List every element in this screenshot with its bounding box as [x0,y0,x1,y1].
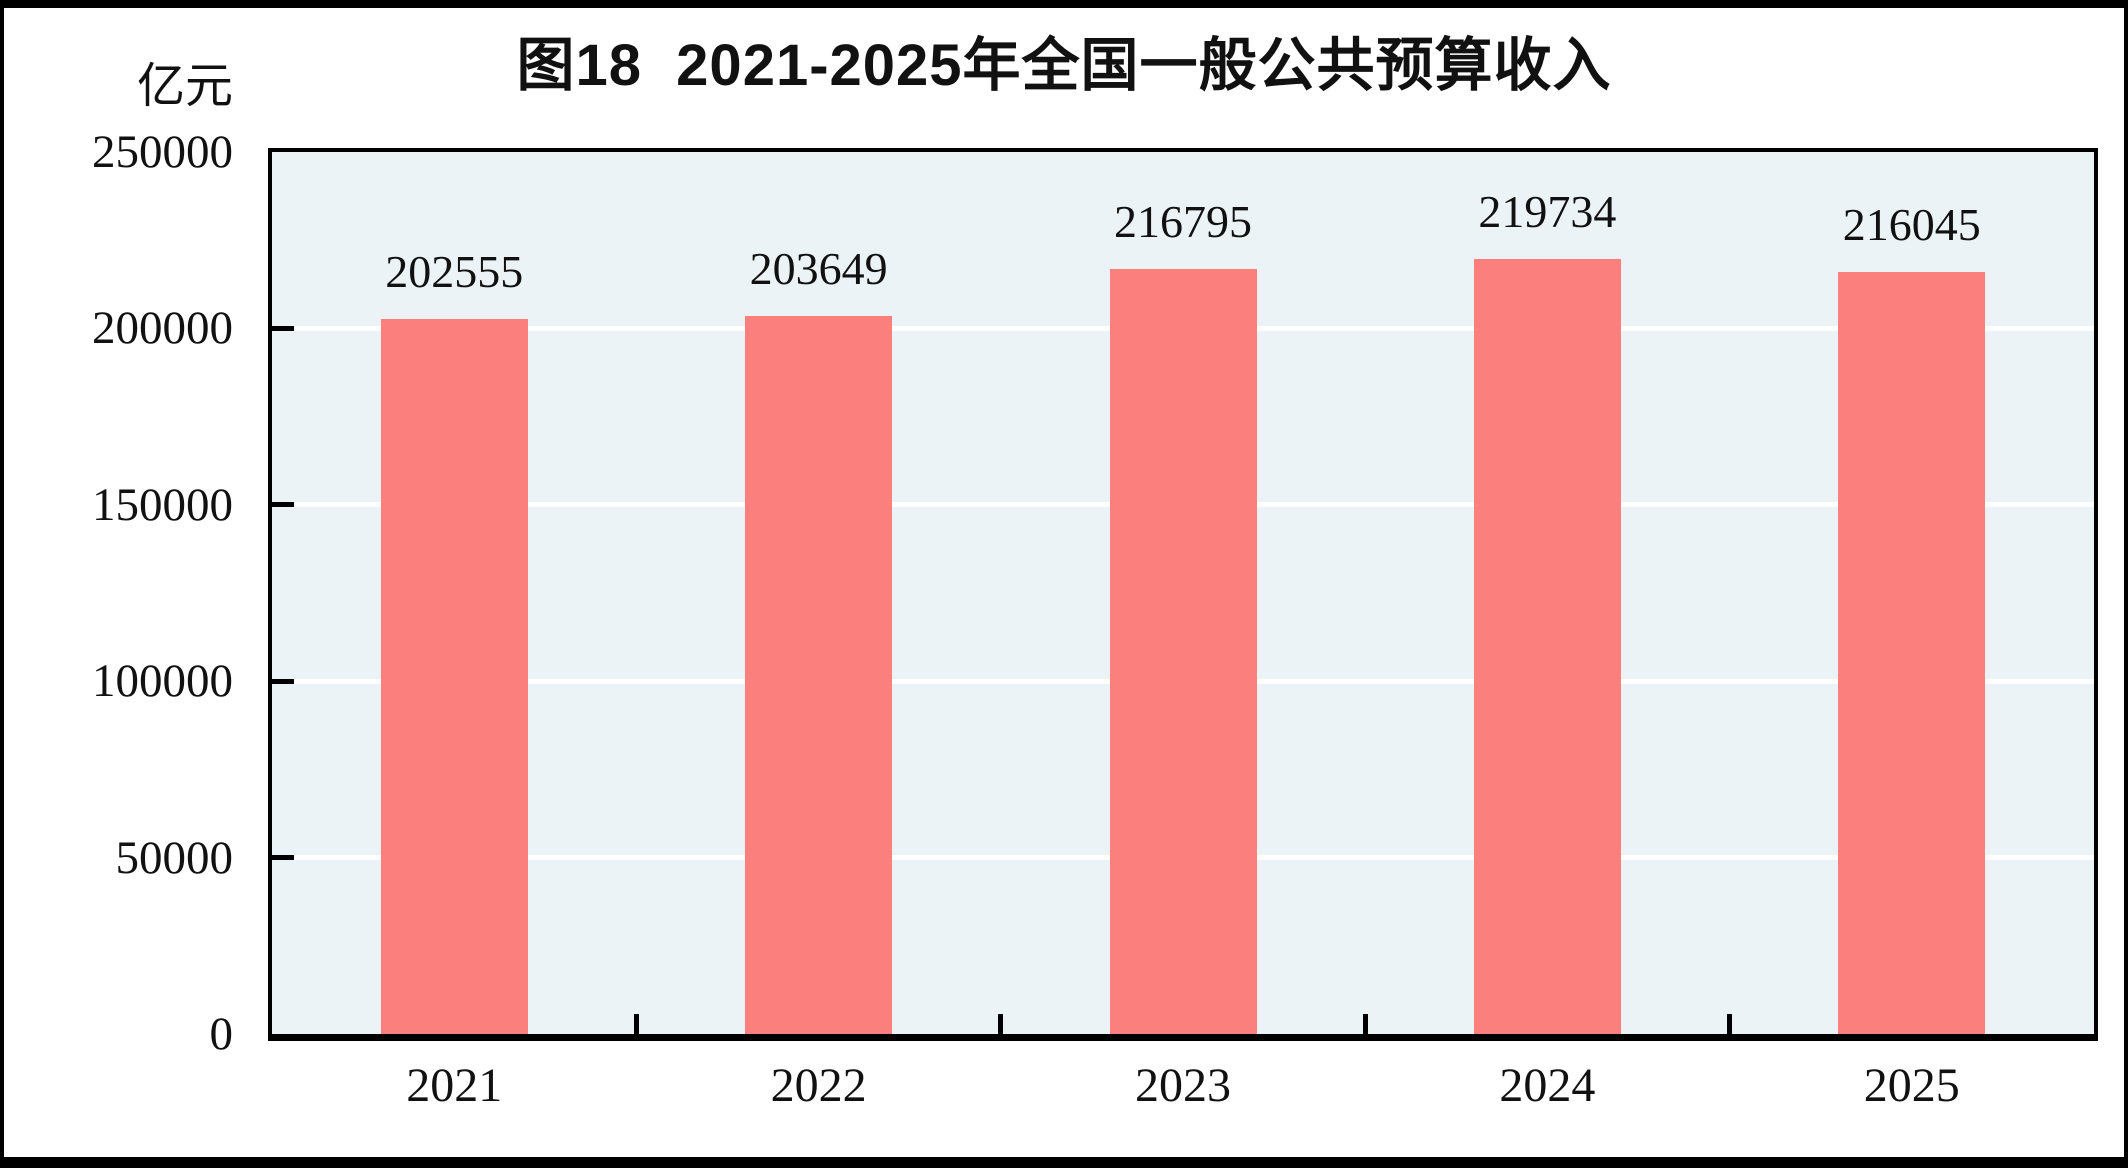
bar-value-label: 202555 [385,246,524,298]
bar-value-label: 203649 [749,242,888,294]
x-tick-mark [1362,1014,1368,1034]
x-tick-label: 2022 [770,1059,867,1112]
plot-area [268,148,2098,1041]
y-tick-label: 50000 [115,831,234,884]
y-tick-label: 250000 [92,126,233,178]
bar [1838,271,1986,1034]
bar-value-label: 219734 [1478,185,1617,237]
bar [380,319,528,1034]
x-tick-label: 2021 [406,1059,503,1112]
y-tick-label: 200000 [92,302,233,355]
x-tick-mark [998,1014,1004,1034]
y-tick-label: 150000 [92,478,233,531]
y-tick-label: 0 [209,1008,234,1060]
bar [1473,258,1621,1034]
y-tick-mark [272,855,294,861]
plot-inner [272,152,2094,1034]
x-tick-mark [1727,1014,1733,1034]
x-tick-label: 2024 [1499,1059,1596,1112]
chart-title: 图18 2021-2025年全国一般公共预算收入 [516,33,1612,98]
y-tick-label: 100000 [92,655,233,708]
y-tick-mark [272,325,294,331]
x-tick-label: 2023 [1135,1059,1231,1112]
bar [1109,269,1257,1034]
bar-value-label: 216045 [1842,198,1981,250]
x-tick-label: 2025 [1863,1059,1960,1112]
y-axis-unit-label: 亿元 [136,60,233,113]
y-tick-mark [272,678,294,684]
bar [745,315,893,1034]
x-tick-mark [633,1014,639,1034]
bar-value-label: 216795 [1114,196,1252,248]
y-tick-mark [272,502,294,508]
